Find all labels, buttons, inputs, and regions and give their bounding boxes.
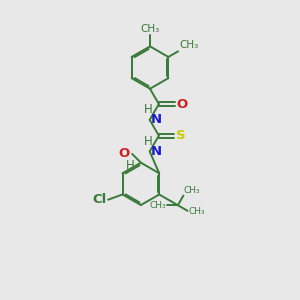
Text: S: S [176,129,185,142]
Text: CH₃: CH₃ [140,24,160,34]
Text: CH₃: CH₃ [149,201,166,210]
Text: CH₃: CH₃ [179,40,199,50]
Text: CH₃: CH₃ [188,207,205,216]
Text: O: O [177,98,188,111]
Text: H: H [144,135,153,148]
Text: H: H [144,103,153,116]
Text: Cl: Cl [92,193,106,206]
Text: CH₃: CH₃ [184,186,200,195]
Text: H: H [125,159,134,172]
Text: O: O [118,147,130,161]
Text: N: N [151,113,162,126]
Text: N: N [151,145,162,158]
